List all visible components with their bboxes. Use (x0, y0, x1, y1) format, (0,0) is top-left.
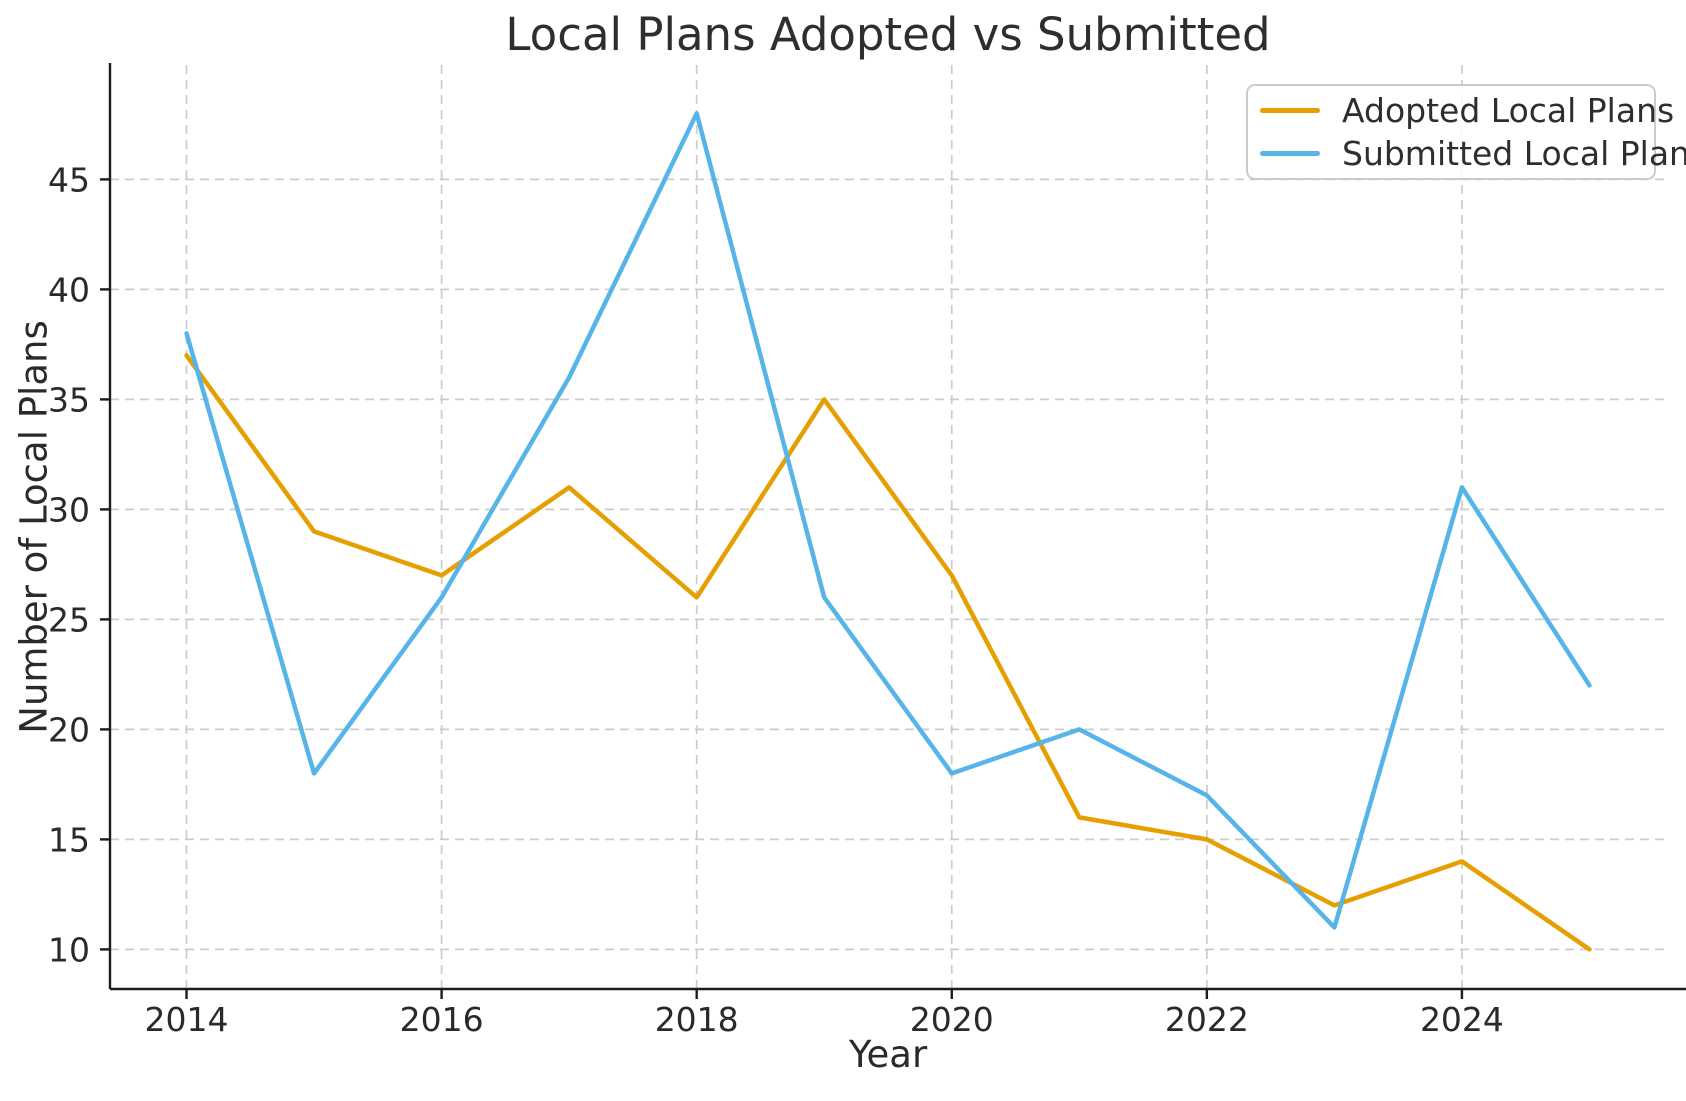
svg-text:2014: 2014 (145, 1000, 229, 1039)
legend-item-adopted: Adopted Local Plans (1260, 91, 1674, 130)
svg-text:2018: 2018 (655, 1000, 739, 1039)
legend-item-submitted: Submitted Local Plans (1260, 134, 1686, 173)
svg-text:2016: 2016 (400, 1000, 484, 1039)
chart-title: Local Plans Adopted vs Submitted (505, 8, 1271, 61)
svg-text:2024: 2024 (1420, 1000, 1504, 1039)
svg-text:2022: 2022 (1165, 1000, 1249, 1039)
svg-text:45: 45 (48, 160, 90, 199)
svg-text:30: 30 (48, 490, 90, 529)
svg-text:25: 25 (48, 600, 90, 639)
svg-text:15: 15 (48, 820, 90, 859)
submitted-line-swatch (1260, 151, 1320, 157)
legend-label-adopted: Adopted Local Plans (1342, 90, 1675, 130)
adopted-line-swatch (1260, 107, 1320, 113)
svg-text:40: 40 (48, 270, 90, 309)
legend-label-submitted: Submitted Local Plans (1342, 134, 1686, 174)
svg-text:20: 20 (48, 710, 90, 749)
svg-text:10: 10 (48, 930, 90, 969)
svg-text:35: 35 (48, 380, 90, 419)
legend: Adopted Local Plans Submitted Local Plan… (1246, 84, 1686, 180)
x-axis-label: Year (848, 1033, 928, 1076)
svg-text:2020: 2020 (910, 1000, 994, 1039)
